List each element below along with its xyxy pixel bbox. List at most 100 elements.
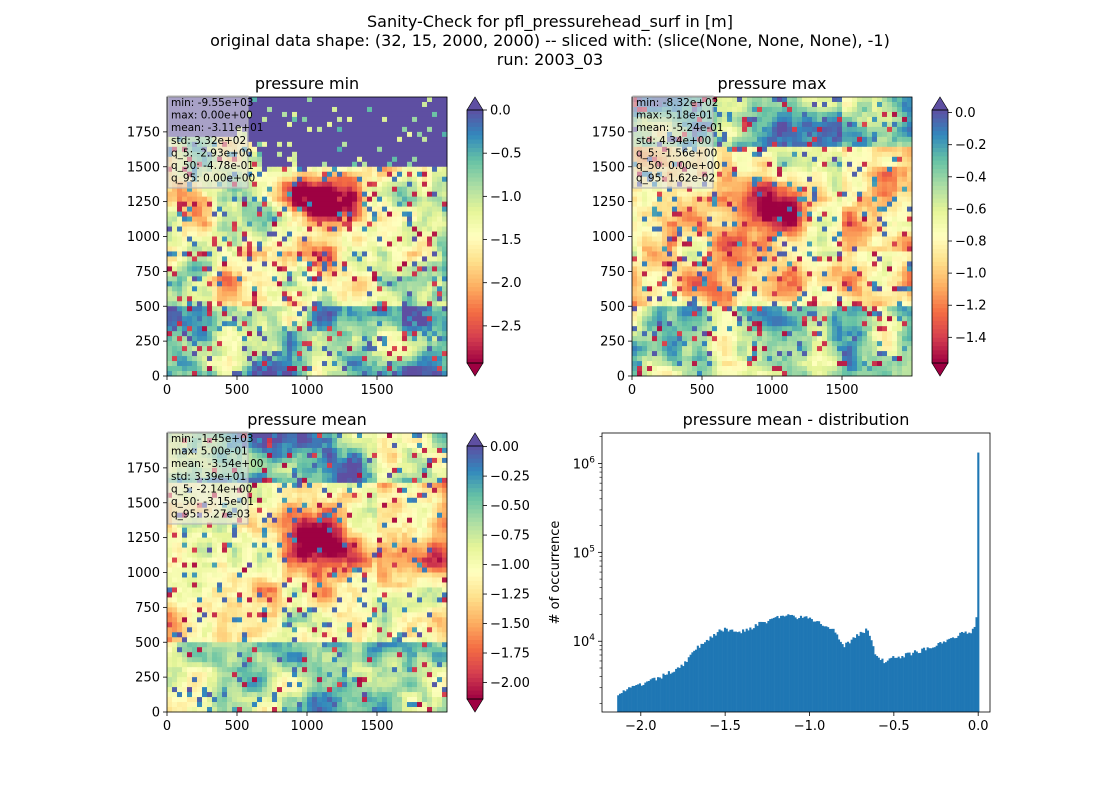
heatmap-cell xyxy=(332,131,338,138)
heatmap-cell xyxy=(222,286,228,292)
heatmap-cell xyxy=(637,201,643,208)
heatmap-cell xyxy=(247,361,253,367)
heatmap-cell xyxy=(347,371,353,377)
heatmap-cell xyxy=(272,296,278,302)
heatmap-cell xyxy=(882,201,888,208)
heatmap-cell xyxy=(752,126,758,133)
heatmap-cell xyxy=(257,241,263,247)
heatmap-cell xyxy=(662,226,668,232)
heatmap-cell xyxy=(322,346,328,352)
heatmap-cell xyxy=(717,126,723,133)
heatmap-cell xyxy=(247,316,253,322)
heatmap-cell xyxy=(342,266,348,272)
heatmap-cell xyxy=(747,141,753,148)
heatmap-cell xyxy=(392,221,398,227)
heatmap-cell xyxy=(722,161,728,168)
heatmap-cell xyxy=(837,131,843,138)
heatmap-cell xyxy=(427,346,433,352)
heatmap-cell xyxy=(832,216,838,222)
heatmap-cell xyxy=(312,301,318,307)
heatmap-cell xyxy=(777,206,783,212)
heatmap-cell xyxy=(357,331,363,337)
heatmap-cell xyxy=(302,136,308,143)
heatmap-cell xyxy=(737,181,743,188)
heatmap-cell xyxy=(742,176,748,183)
heatmap-cell xyxy=(887,201,893,208)
heatmap-cell xyxy=(882,111,888,118)
heatmap-cell xyxy=(187,301,193,307)
heatmap-cell xyxy=(302,276,308,282)
heatmap-cell xyxy=(362,211,368,217)
heatmap-cell xyxy=(367,266,373,272)
heatmap-cell xyxy=(337,121,343,128)
heatmap-cell xyxy=(362,151,368,158)
heatmap-cell xyxy=(347,186,353,193)
heatmap-cell xyxy=(442,341,448,347)
heatmap-cell xyxy=(387,136,393,143)
heatmap-cell xyxy=(787,211,793,217)
heatmap-cell xyxy=(442,306,448,312)
heatmap-cell xyxy=(727,121,733,128)
heatmap-cell xyxy=(202,216,208,222)
heatmap-cell xyxy=(257,201,263,208)
heatmap-cell xyxy=(272,281,278,287)
heatmap-cell xyxy=(672,206,678,212)
heatmap-cell xyxy=(397,136,403,143)
heatmap-cell xyxy=(307,291,313,297)
heatmap-cell xyxy=(897,166,903,173)
heatmap-cell xyxy=(727,206,733,212)
heatmap-cell xyxy=(732,101,738,108)
heatmap-cell xyxy=(872,171,878,178)
heatmap-cell xyxy=(177,331,183,337)
heatmap-cell xyxy=(227,346,233,352)
heatmap-cell xyxy=(392,97,398,103)
heatmap-cell xyxy=(352,131,358,138)
heatmap-cell xyxy=(297,97,303,103)
heatmap-cell xyxy=(372,261,378,267)
heatmap-cell xyxy=(192,361,198,367)
heatmap-cell xyxy=(222,266,228,272)
heatmap-cell xyxy=(362,306,368,312)
heatmap-cell xyxy=(232,336,238,342)
heatmap-cell xyxy=(302,201,308,208)
heatmap-cell xyxy=(322,171,328,178)
heatmap-cell xyxy=(182,291,188,297)
colorbar-segment xyxy=(467,291,483,297)
heatmap-cell xyxy=(882,101,888,108)
heatmap-cell xyxy=(862,216,868,222)
colorbar-tick-label: −1.0 xyxy=(490,190,522,205)
heatmap-cell xyxy=(427,131,433,138)
heatmap-cell xyxy=(377,106,383,113)
heatmap-cell xyxy=(387,126,393,133)
heatmap-cell xyxy=(297,226,303,232)
heatmap-cell xyxy=(347,181,353,188)
heatmap-cell xyxy=(432,351,438,357)
heatmap-cell xyxy=(187,211,193,217)
heatmap-cell xyxy=(262,121,268,128)
heatmap-cell xyxy=(377,136,383,143)
heatmap-cell xyxy=(372,356,378,362)
heatmap-cell xyxy=(317,151,323,158)
heatmap-cell xyxy=(902,141,908,148)
heatmap-cell xyxy=(662,241,668,247)
heatmap-cell xyxy=(902,191,908,198)
heatmap-cell xyxy=(407,366,413,372)
heatmap-cell xyxy=(387,301,393,307)
heatmap-cell xyxy=(422,121,428,128)
heatmap-cell xyxy=(312,281,318,287)
heatmap-cell xyxy=(352,361,358,367)
heatmap-cell xyxy=(357,316,363,322)
heatmap-cell xyxy=(292,306,298,312)
heatmap-cell xyxy=(842,131,848,138)
heatmap-cell xyxy=(442,156,448,163)
heatmap-cell xyxy=(252,281,258,287)
heatmap-cell xyxy=(847,126,853,133)
heatmap-cell xyxy=(792,126,798,133)
heatmap-cell xyxy=(357,211,363,217)
heatmap-cell xyxy=(722,186,728,193)
heatmap-cell xyxy=(717,231,723,237)
heatmap-cell xyxy=(777,236,783,242)
heatmap-cell xyxy=(432,291,438,297)
heatmap-cell xyxy=(772,196,778,203)
heatmap-cell xyxy=(422,216,428,222)
